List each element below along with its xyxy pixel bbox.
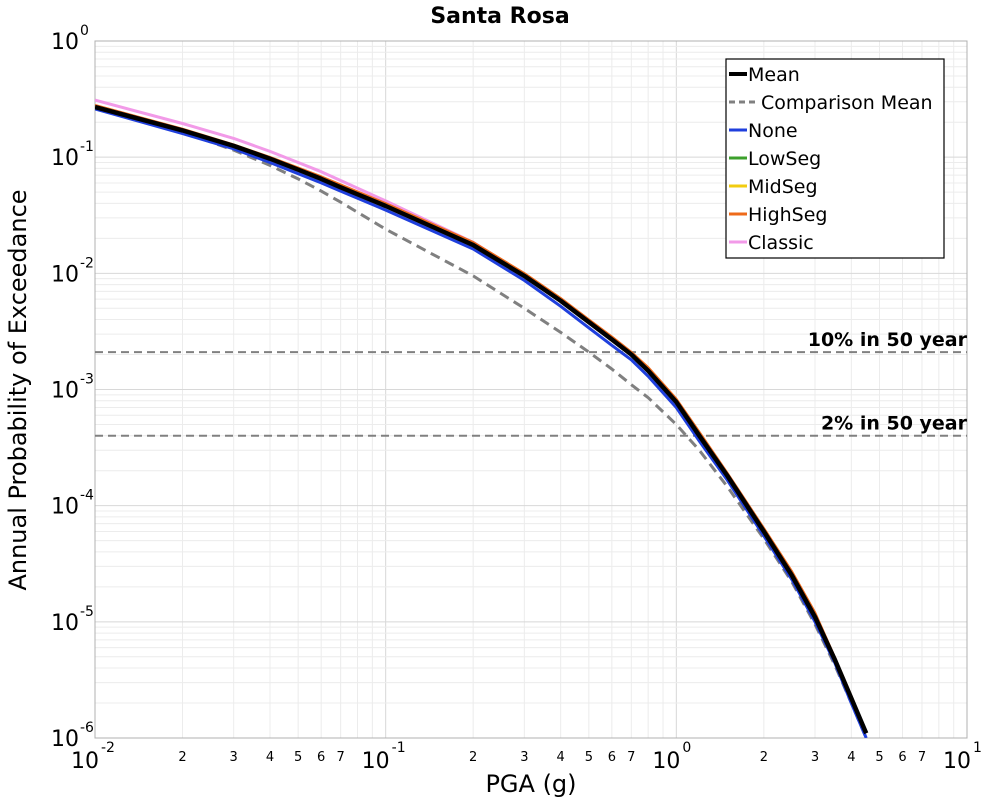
legend-item: LowSeg xyxy=(729,148,821,170)
y-major-tick-label: 10 -2 xyxy=(51,255,94,287)
legend-box xyxy=(725,58,945,259)
x-tick-base: 10 xyxy=(362,749,390,774)
x-minor-tick-label: 4 xyxy=(847,750,855,765)
y-major-tick-label: 10 -6 xyxy=(51,720,94,752)
x-tick-exponent: -1 xyxy=(392,740,406,756)
x-tick-base: 10 xyxy=(652,749,680,774)
x-tick-base: 10 xyxy=(943,749,971,774)
x-tick-exponent: 1 xyxy=(973,740,982,756)
y-major-tick-label: 10 -1 xyxy=(51,139,94,171)
y-major-tick-label: 10 -4 xyxy=(51,488,94,520)
y-tick-exponent: -3 xyxy=(80,372,94,388)
y-tick-exponent: -2 xyxy=(80,255,94,271)
x-minor-tick-label: 3 xyxy=(520,750,528,765)
y-major-tick-label: 10 0 xyxy=(51,23,89,55)
legend-label: MidSeg xyxy=(748,176,818,198)
legend: Mean Comparison Mean None LowSeg MidSeg HighS… xyxy=(725,58,945,259)
y-tick-exponent: -5 xyxy=(80,604,94,620)
plot-area-border xyxy=(94,40,968,739)
x-tick-exponent: -2 xyxy=(101,740,115,756)
x-minor-tick-label: 2 xyxy=(760,750,768,765)
legend-label: None xyxy=(748,120,798,142)
x-minor-tick-label: 2 xyxy=(178,750,186,765)
legend-label: Classic xyxy=(748,232,814,254)
y-major-tick-label: 10 -3 xyxy=(51,372,94,404)
x-minor-tick-label: 6 xyxy=(317,750,325,765)
x-minor-tick-label: 3 xyxy=(230,750,238,765)
legend-label: Comparison Mean xyxy=(761,92,933,114)
x-major-tick-label: 10-1 xyxy=(362,740,406,774)
y-tick-exponent: -1 xyxy=(80,139,94,155)
x-major-tick-label: 101 xyxy=(943,740,982,774)
series-line-mean xyxy=(95,104,869,735)
x-minor-tick-label: 4 xyxy=(557,750,565,765)
reference-line-label: 10% in 50 year xyxy=(808,329,968,351)
legend-item: Classic xyxy=(729,232,814,254)
x-minor-tick-label: 6 xyxy=(898,750,906,765)
x-minor-tick-label: 5 xyxy=(875,750,883,765)
x-axis-label: PGA (g) xyxy=(485,770,576,798)
y-tick-base: 10 xyxy=(51,262,79,287)
y-axis-label: Annual Probability of Exceedance xyxy=(4,189,32,590)
legend-item: HighSeg xyxy=(729,204,827,226)
x-minor-tick-label: 7 xyxy=(627,750,635,765)
legend-label: HighSeg xyxy=(748,204,827,226)
legend-item: Mean xyxy=(729,64,800,86)
legend-item: None xyxy=(729,120,798,142)
y-tick-base: 10 xyxy=(51,379,79,404)
legend-label: Mean xyxy=(748,64,800,86)
x-minor-tick-label: 5 xyxy=(294,750,302,765)
x-minor-tick-label: 3 xyxy=(811,750,819,765)
y-tick-base: 10 xyxy=(51,727,79,752)
x-tick-base: 10 xyxy=(71,749,99,774)
y-major-tick-label: 10 -5 xyxy=(51,604,94,636)
y-tick-exponent: 0 xyxy=(80,23,89,39)
y-tick-base: 10 xyxy=(51,146,79,171)
legend-item: Comparison Mean xyxy=(729,92,933,114)
y-tick-exponent: -6 xyxy=(80,720,94,736)
chart-title: Santa Rosa xyxy=(430,4,569,29)
reference-line-label: 2% in 50 year xyxy=(821,413,968,435)
series-lines xyxy=(95,98,869,738)
reference-lines: 10% in 50 year 2% in 50 year xyxy=(95,329,968,437)
y-tick-base: 10 xyxy=(51,611,79,636)
legend-item: MidSeg xyxy=(729,176,818,198)
x-major-tick-label: 10-2 xyxy=(71,740,115,774)
x-minor-tick-label: 5 xyxy=(585,750,593,765)
x-minor-tick-label: 7 xyxy=(918,750,926,765)
y-tick-exponent: -4 xyxy=(80,488,94,504)
y-tick-base: 10 xyxy=(51,30,79,55)
x-major-tick-label: 100 xyxy=(652,740,691,774)
x-tick-exponent: 0 xyxy=(682,740,691,756)
x-minor-tick-label: 7 xyxy=(337,750,345,765)
x-minor-tick-label: 4 xyxy=(266,750,274,765)
x-minor-tick-label: 6 xyxy=(608,750,616,765)
x-minor-tick-label: 2 xyxy=(469,750,477,765)
y-tick-base: 10 xyxy=(51,495,79,520)
legend-label: LowSeg xyxy=(748,148,821,170)
